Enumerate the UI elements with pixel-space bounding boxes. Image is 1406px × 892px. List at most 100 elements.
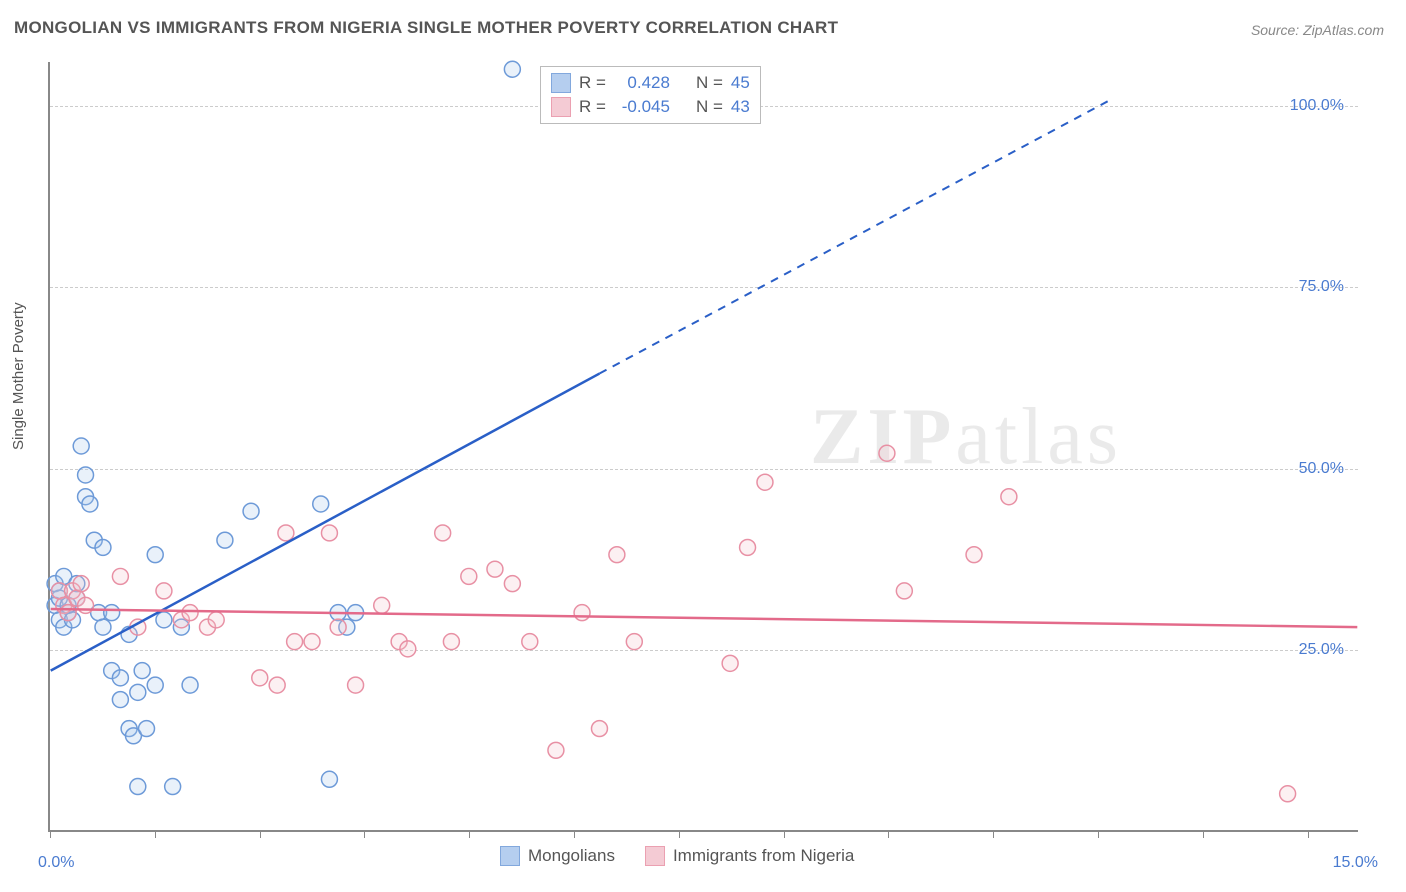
series-legend: Mongolians Immigrants from Nigeria — [500, 846, 854, 866]
data-point — [95, 619, 111, 635]
data-point — [321, 525, 337, 541]
x-tick — [574, 830, 575, 838]
legend-swatch — [645, 846, 665, 866]
data-point — [130, 779, 146, 795]
data-point — [156, 583, 172, 599]
data-point — [112, 670, 128, 686]
data-point — [313, 496, 329, 512]
data-point — [243, 503, 259, 519]
data-point — [156, 612, 172, 628]
legend-item: Mongolians — [500, 846, 615, 866]
data-point — [722, 655, 738, 671]
data-point — [348, 677, 364, 693]
x-axis-max-label: 15.0% — [1333, 854, 1378, 872]
data-point — [252, 670, 268, 686]
data-point — [966, 547, 982, 563]
x-tick — [155, 830, 156, 838]
data-point — [182, 677, 198, 693]
data-point — [134, 663, 150, 679]
data-point — [609, 547, 625, 563]
correlation-legend: R = 0.428 N = 45 R = -0.045 N = 43 — [540, 66, 761, 124]
legend-series-name: Mongolians — [528, 846, 615, 866]
x-tick — [50, 830, 51, 838]
data-point — [287, 634, 303, 650]
data-point — [522, 634, 538, 650]
data-point — [461, 568, 477, 584]
data-point — [95, 539, 111, 555]
data-point — [165, 779, 181, 795]
legend-swatch — [551, 73, 571, 93]
trend-line — [51, 374, 600, 671]
data-point — [78, 467, 94, 483]
data-point — [400, 641, 416, 657]
data-point — [443, 634, 459, 650]
data-point — [374, 597, 390, 613]
chart-svg — [50, 62, 1358, 830]
data-point — [112, 692, 128, 708]
x-axis-min-label: 0.0% — [38, 854, 74, 872]
data-point — [147, 547, 163, 563]
trend-line — [51, 609, 1358, 627]
data-point — [147, 677, 163, 693]
x-tick — [1308, 830, 1309, 838]
y-tick-label: 25.0% — [1299, 641, 1344, 659]
x-tick — [364, 830, 365, 838]
legend-row: R = 0.428 N = 45 — [551, 71, 750, 95]
legend-series-name: Immigrants from Nigeria — [673, 846, 854, 866]
legend-item: Immigrants from Nigeria — [645, 846, 854, 866]
data-point — [130, 684, 146, 700]
legend-n-label: N = — [696, 73, 723, 93]
data-point — [757, 474, 773, 490]
plot-area: ZIPatlas R =0.428N =45R =-0.045N =43 Mon… — [48, 62, 1358, 832]
data-point — [591, 721, 607, 737]
x-tick — [784, 830, 785, 838]
x-tick — [679, 830, 680, 838]
data-point — [896, 583, 912, 599]
data-point — [330, 619, 346, 635]
data-point — [104, 605, 120, 621]
data-point — [504, 61, 520, 77]
legend-r-label: R = — [579, 97, 606, 117]
data-point — [574, 605, 590, 621]
data-point — [1001, 489, 1017, 505]
data-point — [78, 597, 94, 613]
data-point — [304, 634, 320, 650]
legend-row: R = -0.045 N = 43 — [551, 95, 750, 119]
legend-n-value: 43 — [731, 97, 750, 117]
x-tick — [469, 830, 470, 838]
x-tick — [260, 830, 261, 838]
trend-line-extrapolated — [599, 98, 1113, 373]
y-tick-label: 50.0% — [1299, 460, 1344, 478]
data-point — [740, 539, 756, 555]
x-tick — [993, 830, 994, 838]
y-tick-label: 75.0% — [1299, 278, 1344, 296]
data-point — [182, 605, 198, 621]
data-point — [278, 525, 294, 541]
data-point — [879, 445, 895, 461]
data-point — [139, 721, 155, 737]
y-tick-label: 100.0% — [1290, 97, 1344, 115]
data-point — [217, 532, 233, 548]
data-point — [60, 605, 76, 621]
y-axis-label: Single Mother Poverty — [10, 302, 27, 450]
data-point — [208, 612, 224, 628]
data-point — [269, 677, 285, 693]
x-tick — [1098, 830, 1099, 838]
data-point — [82, 496, 98, 512]
data-point — [548, 742, 564, 758]
data-point — [73, 438, 89, 454]
legend-n-value: 45 — [731, 73, 750, 93]
x-tick — [1203, 830, 1204, 838]
legend-r-value: -0.045 — [614, 97, 670, 117]
x-tick — [888, 830, 889, 838]
legend-r-value: 0.428 — [614, 73, 670, 93]
chart-title: MONGOLIAN VS IMMIGRANTS FROM NIGERIA SIN… — [14, 18, 838, 38]
legend-n-label: N = — [696, 97, 723, 117]
data-point — [487, 561, 503, 577]
legend-r-label: R = — [579, 73, 606, 93]
source-attribution: Source: ZipAtlas.com — [1251, 22, 1384, 38]
data-point — [504, 576, 520, 592]
data-point — [1280, 786, 1296, 802]
data-point — [73, 576, 89, 592]
data-point — [435, 525, 451, 541]
